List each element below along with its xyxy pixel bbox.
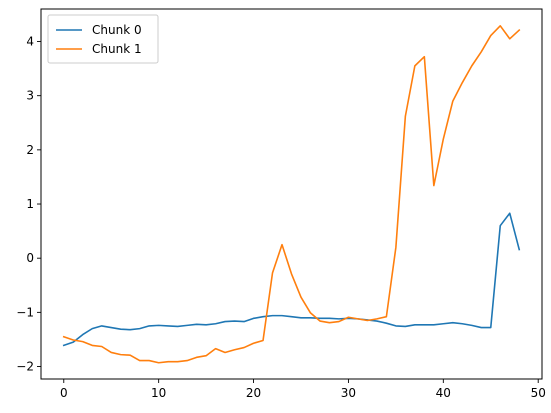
x-tick-label: 40	[436, 386, 451, 400]
series-line-chunk-0	[62, 212, 521, 347]
legend: Chunk 0 Chunk 1	[47, 14, 159, 64]
x-tick-label: 50	[531, 386, 546, 400]
legend-box	[47, 14, 159, 64]
y-tick-label: 2	[26, 143, 34, 157]
y-tick-label: −1	[16, 305, 34, 319]
x-tick-label: 30	[341, 386, 356, 400]
legend-label-chunk-0: Chunk 0	[92, 23, 142, 37]
y-tick-label: −2	[16, 360, 34, 374]
series-line-chunk-1	[62, 24, 521, 364]
legend-label-chunk-1: Chunk 1	[92, 42, 142, 56]
x-axis-ticks: 0 10 20 30 40 50	[60, 379, 546, 400]
x-tick-label: 0	[60, 386, 68, 400]
y-tick-label: 1	[26, 197, 34, 211]
plot-lines	[62, 24, 521, 364]
y-tick-label: 3	[26, 89, 34, 103]
x-tick-label: 10	[151, 386, 166, 400]
x-tick-label: 20	[246, 386, 261, 400]
plot-frame	[40, 8, 543, 380]
y-tick-label: 4	[26, 35, 34, 49]
y-axis-ticks: −2 −1 0 1 2 3 4	[16, 35, 41, 374]
y-tick-label: 0	[26, 251, 34, 265]
